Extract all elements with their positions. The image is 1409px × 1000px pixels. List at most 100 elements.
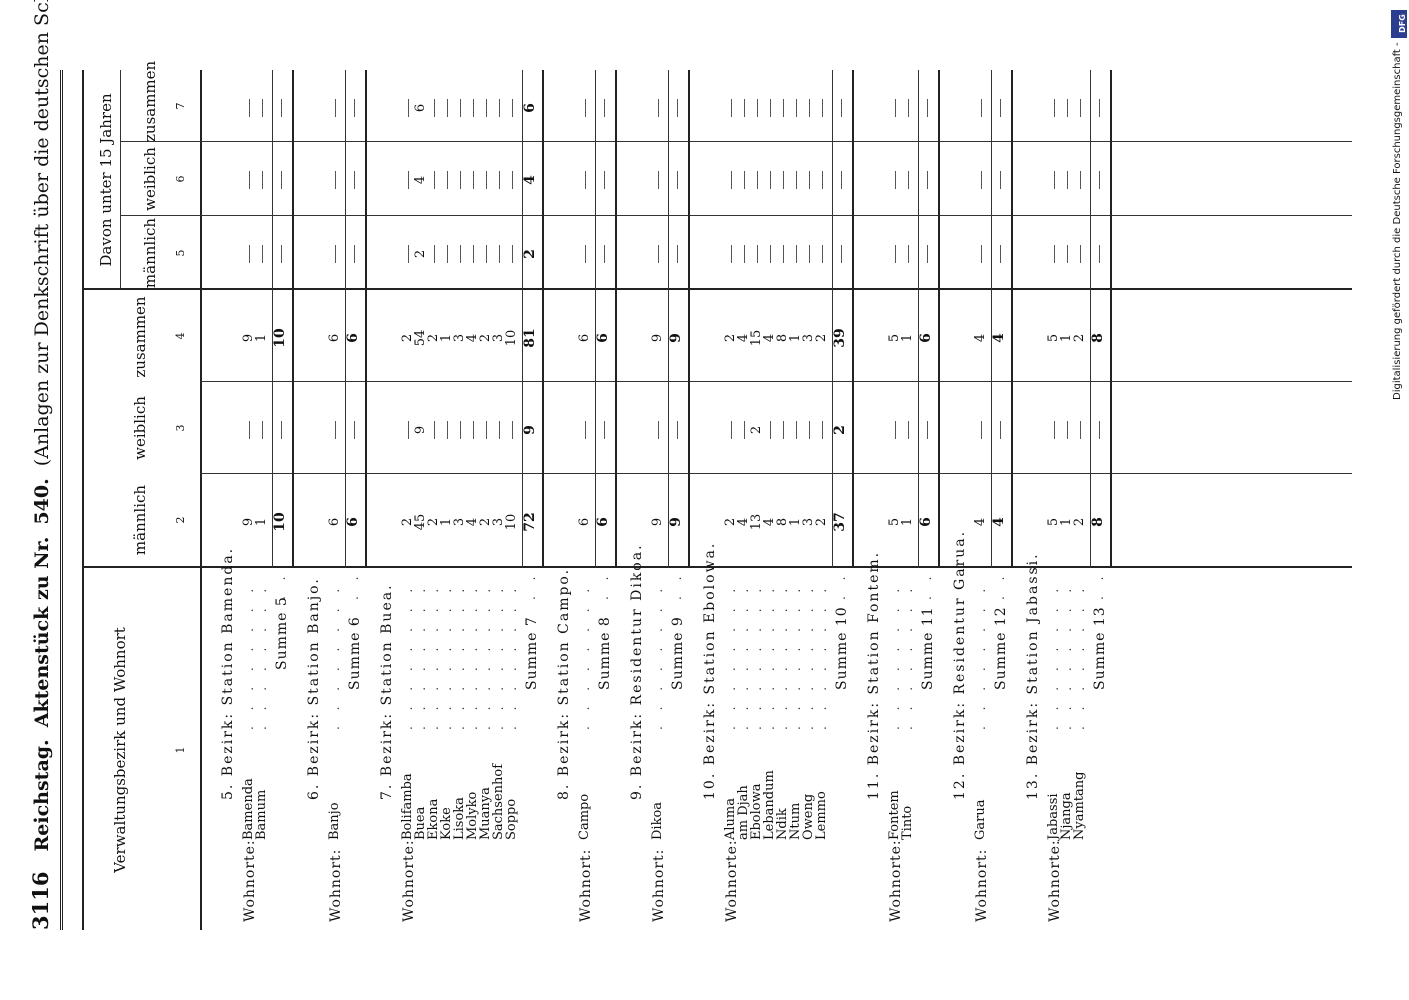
dash-cell — [262, 421, 263, 439]
sum-rule — [832, 70, 833, 568]
dash-cell — [249, 421, 250, 439]
residence-prefix: Wohnorte: — [888, 839, 904, 922]
dash-cell — [473, 99, 474, 117]
dash-cell — [249, 171, 250, 189]
dash-cell — [604, 245, 605, 263]
dash-cell — [408, 171, 409, 189]
dash-cell — [1067, 171, 1068, 189]
dash-cell — [447, 421, 448, 439]
leader-dots: . . . . . . . . — [651, 582, 665, 730]
residence-prefix: Wohnorte: — [724, 839, 740, 922]
sum-value: 4 — [991, 333, 1007, 343]
dash-cell — [262, 99, 263, 117]
value-cell: 2 — [749, 425, 764, 435]
sum-value: 6 — [345, 333, 361, 343]
dash-cell — [1080, 171, 1081, 189]
leader-dots: . . — [993, 570, 1007, 600]
dash-cell — [822, 99, 823, 117]
leader-dots: . . . . . . . . — [750, 582, 764, 730]
dash-cell — [262, 171, 263, 189]
dash-cell — [1080, 99, 1081, 117]
dash-cell — [473, 421, 474, 439]
dash-cell — [585, 171, 586, 189]
dash-cell — [486, 245, 487, 263]
dash-cell — [757, 99, 758, 117]
col-number-4: 4 — [174, 332, 187, 340]
dash-cell — [499, 245, 500, 263]
leader-dots: . . . . . . . . — [401, 582, 415, 730]
dfg-logo-text: DFG — [1397, 14, 1407, 33]
dash-cell — [1080, 421, 1081, 439]
district-title: 10. Bezirk: Station Ebolowa. — [702, 541, 718, 800]
leader-dots: . . — [274, 570, 288, 600]
leader-dots: . . . . . . . . — [578, 582, 592, 730]
dash-cell — [981, 245, 982, 263]
leader-dots: . . . . . . . . — [440, 582, 454, 730]
value-cell: 10 — [504, 513, 519, 531]
sum-rule — [595, 70, 596, 568]
dash-cell — [249, 245, 250, 263]
sum-value: 10 — [272, 512, 288, 532]
dash-cell — [744, 421, 745, 439]
dash-cell — [908, 245, 909, 263]
dash-cell — [281, 99, 282, 117]
district-title: 13. Bezirk: Station Jabassi. — [1025, 552, 1041, 800]
dash-cell — [1067, 421, 1068, 439]
section-end-rule — [365, 70, 367, 568]
residence-prefix: Wohnort: — [974, 848, 990, 922]
under15-header-rule — [120, 70, 121, 290]
dash-cell — [809, 245, 810, 263]
col-number-3: 3 — [174, 424, 187, 432]
dash-cell — [585, 99, 586, 117]
section-end-rule — [615, 70, 617, 568]
leader-dots: . . . . . . . . — [453, 582, 467, 730]
dash-cell — [783, 421, 784, 439]
doc-prefix: Aktenstück zu Nr. — [31, 536, 53, 728]
leader-dots: . . — [1092, 570, 1106, 600]
leader-dots: . . . . . . . . — [427, 582, 441, 730]
col-header-district: Verwaltungsbezirk und Wohnort — [111, 627, 129, 873]
place-name: Dikoa — [650, 801, 665, 840]
dash-cell — [604, 421, 605, 439]
value-cell: 2 — [413, 249, 428, 259]
residence-prefix: Wohnort: — [578, 848, 594, 922]
dash-cell — [486, 99, 487, 117]
dash-cell — [908, 99, 909, 117]
leader-dots: . . . . . . . . — [789, 582, 803, 730]
value-cell: 1 — [900, 517, 915, 527]
sum-value: 6 — [345, 517, 361, 527]
dash-cell — [809, 99, 810, 117]
section-end-rule — [852, 70, 854, 568]
leader-dots: . . . . . . . . — [1060, 582, 1074, 730]
sum-value: 39 — [832, 328, 848, 348]
dash-cell — [512, 245, 513, 263]
doc-number: 540. — [31, 478, 53, 525]
dash-cell — [1000, 99, 1001, 117]
sum-value: 6 — [918, 333, 934, 343]
dash-cell — [460, 421, 461, 439]
dash-cell — [1067, 245, 1068, 263]
dash-cell — [677, 421, 678, 439]
leader-dots: . . . . . . . . — [414, 582, 428, 730]
col-number-2: 2 — [174, 516, 187, 524]
dash-cell — [908, 171, 909, 189]
leader-dots: . . . . . . . . — [815, 582, 829, 730]
section-end-rule — [292, 70, 294, 568]
leader-dots: . . . . . . . . — [901, 582, 915, 730]
value-cell: 6 — [413, 103, 428, 113]
dash-cell — [604, 99, 605, 117]
dash-cell — [770, 99, 771, 117]
sum-label: Summe 8 — [597, 616, 613, 690]
sum-value: 6 — [918, 517, 934, 527]
leader-dots: . . . . . . . . — [802, 582, 816, 730]
col-divider-3 — [200, 381, 1352, 382]
sum-label: Summe 6 — [347, 616, 363, 690]
value-cell: 2 — [814, 517, 829, 527]
leader-dots: . . . . . . . . — [466, 582, 480, 730]
value-cell: 9 — [650, 333, 665, 343]
dash-cell — [1054, 245, 1055, 263]
dash-cell — [744, 245, 745, 263]
dash-cell — [1099, 421, 1100, 439]
dash-cell — [408, 245, 409, 263]
sum-label: Summe 11 — [920, 606, 936, 690]
